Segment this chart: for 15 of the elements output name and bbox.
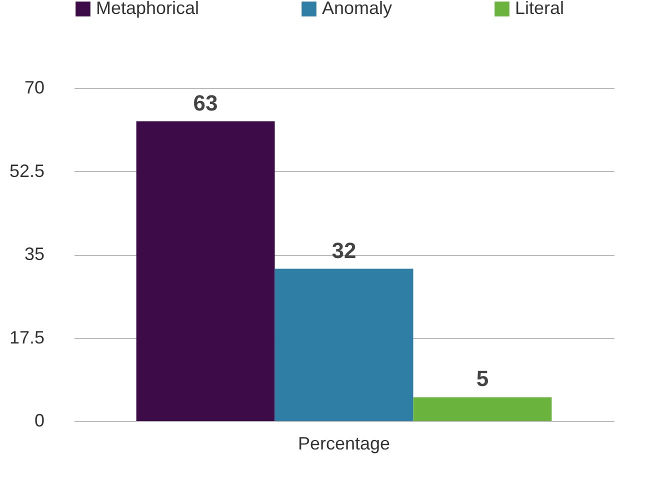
y-tick-label: 70 [24,78,44,98]
y-tick-label: 52.5 [9,160,44,181]
y-tick-label: 0 [34,410,44,430]
bar [274,268,414,421]
data-label: 5 [476,366,489,392]
y-tick-label: 17.5 [9,327,44,348]
x-tick-label: Percentage [298,434,390,454]
data-label: 63 [193,90,218,116]
bar [413,397,552,421]
bar [136,121,275,421]
y-tick-label: 35 [24,244,44,264]
legend-label: Anomaly [322,0,392,18]
data-label: 32 [332,238,356,263]
legend-label: Literal [515,0,564,18]
legend-label: Metaphorical [96,0,200,18]
